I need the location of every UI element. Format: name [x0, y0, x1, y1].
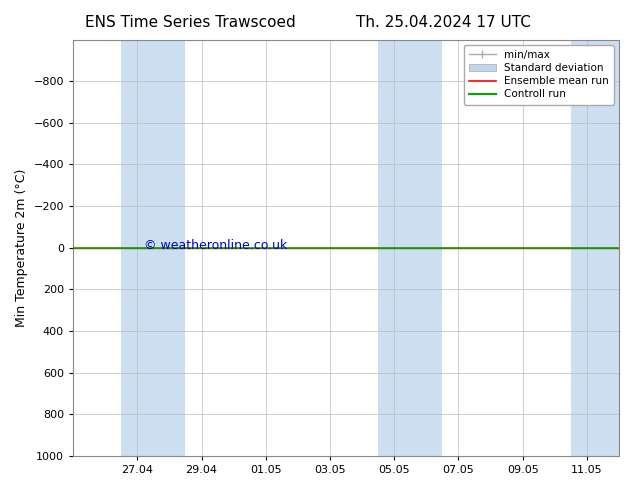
Y-axis label: Min Temperature 2m (°C): Min Temperature 2m (°C) — [15, 169, 28, 327]
Bar — [121, 40, 186, 456]
Bar — [378, 40, 443, 456]
Text: Th. 25.04.2024 17 UTC: Th. 25.04.2024 17 UTC — [356, 15, 531, 30]
Bar — [571, 40, 619, 456]
Text: ENS Time Series Trawscoed: ENS Time Series Trawscoed — [85, 15, 295, 30]
Text: © weatheronline.co.uk: © weatheronline.co.uk — [144, 239, 287, 252]
Legend: min/max, Standard deviation, Ensemble mean run, Controll run: min/max, Standard deviation, Ensemble me… — [464, 45, 614, 104]
